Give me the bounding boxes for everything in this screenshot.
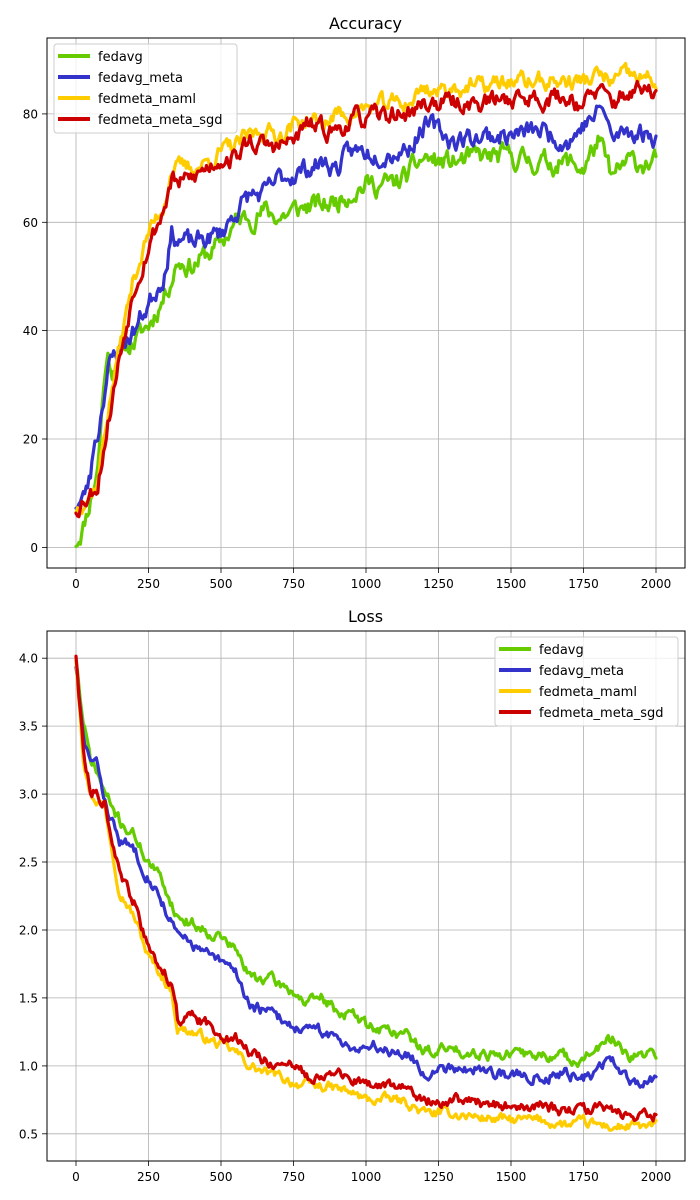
legend-label-fedmeta-meta-sgd: fedmeta_meta_sgd bbox=[98, 113, 223, 128]
series-line-fedavg-meta bbox=[74, 665, 658, 1089]
loss-ticks: 0 250 500 750 1000 1250 1500 1750 2000 0.5 1.0 1.5 2… bbox=[19, 652, 671, 1184]
legend-label-fedmeta-maml: fedmeta_maml bbox=[539, 685, 637, 700]
loss-chart: Loss 0 250 500 750 1000 1250 1500 1750 2000 0.5 1.… bbox=[19, 607, 686, 1184]
x-tick-label: 750 bbox=[282, 1170, 305, 1184]
x-tick-label: 500 bbox=[210, 577, 233, 591]
loss-title: Loss bbox=[348, 607, 383, 626]
y-tick-label: 2.5 bbox=[19, 856, 38, 870]
y-tick-label: 1.5 bbox=[19, 991, 38, 1005]
x-tick-label: 1750 bbox=[568, 577, 599, 591]
x-tick-label: 2000 bbox=[641, 1170, 672, 1184]
x-tick-label: 2000 bbox=[641, 577, 672, 591]
x-tick-label: 1000 bbox=[351, 1170, 382, 1184]
accuracy-legend-box bbox=[53, 43, 238, 134]
x-tick-label: 1250 bbox=[423, 1170, 454, 1184]
series-line-fedmeta-meta-sgd bbox=[74, 79, 658, 519]
x-tick-label: 500 bbox=[210, 1170, 233, 1184]
accuracy-chart: Accuracy 0 250 500 750 1000 1250 1500 1750 20000… bbox=[23, 14, 686, 591]
y-tick-label: 20 bbox=[23, 433, 38, 447]
legend-label-fedavg: fedavg bbox=[98, 50, 143, 65]
legend-label-fedavg: fedavg bbox=[539, 643, 584, 658]
x-tick-label: 250 bbox=[137, 577, 160, 591]
legend-label-fedmeta-maml: fedmeta_maml bbox=[98, 92, 196, 107]
y-tick-label: 0 bbox=[30, 541, 38, 555]
y-tick-label: 3.0 bbox=[19, 788, 38, 802]
x-tick-label: 1500 bbox=[496, 577, 527, 591]
loss-series bbox=[74, 654, 658, 1132]
legend-label-fedmeta-meta-sgd: fedmeta_meta_sgd bbox=[539, 706, 664, 721]
y-tick-label: 1.0 bbox=[19, 1059, 38, 1073]
x-tick-label: 750 bbox=[282, 577, 305, 591]
y-tick-label: 40 bbox=[23, 324, 38, 338]
accuracy-axes-frame bbox=[46, 37, 686, 569]
loss-legend: fedavg fedavg_meta fedmeta_maml fedmeta_… bbox=[494, 636, 679, 727]
accuracy-title: Accuracy bbox=[329, 14, 402, 33]
x-tick-label: 1250 bbox=[423, 577, 454, 591]
legend-label-fedavg-meta: fedavg_meta bbox=[539, 664, 624, 679]
series-line-fedmeta-meta-sgd bbox=[74, 654, 658, 1123]
series-line-fedmeta-maml bbox=[74, 658, 658, 1132]
y-tick-label: 80 bbox=[23, 107, 38, 121]
x-tick-label: 1500 bbox=[496, 1170, 527, 1184]
accuracy-series bbox=[74, 61, 658, 549]
y-tick-label: 2.0 bbox=[19, 924, 38, 938]
x-tick-label: 1000 bbox=[351, 577, 382, 591]
legend-label-fedavg-meta: fedavg_meta bbox=[98, 71, 183, 86]
series-line-fedavg bbox=[74, 658, 658, 1069]
x-tick-label: 0 bbox=[72, 577, 80, 591]
y-tick-label: 4.0 bbox=[19, 652, 38, 666]
y-tick-label: 60 bbox=[23, 216, 38, 230]
x-tick-label: 0 bbox=[72, 1170, 80, 1184]
loss-axes-frame bbox=[46, 630, 686, 1162]
y-tick-label: 3.5 bbox=[19, 720, 38, 734]
x-tick-label: 250 bbox=[137, 1170, 160, 1184]
y-tick-label: 0.5 bbox=[19, 1127, 38, 1141]
series-line-fedavg-meta bbox=[74, 104, 658, 510]
x-tick-label: 1750 bbox=[568, 1170, 599, 1184]
accuracy-legend: fedavg fedavg_meta fedmeta_maml fedmeta_… bbox=[53, 43, 238, 134]
series-line-fedavg bbox=[74, 134, 658, 549]
accuracy-ticks: 0 250 500 750 1000 1250 1500 1750 2000 0 20 40 60 80 bbox=[23, 107, 672, 591]
loss-legend-box bbox=[494, 636, 679, 727]
